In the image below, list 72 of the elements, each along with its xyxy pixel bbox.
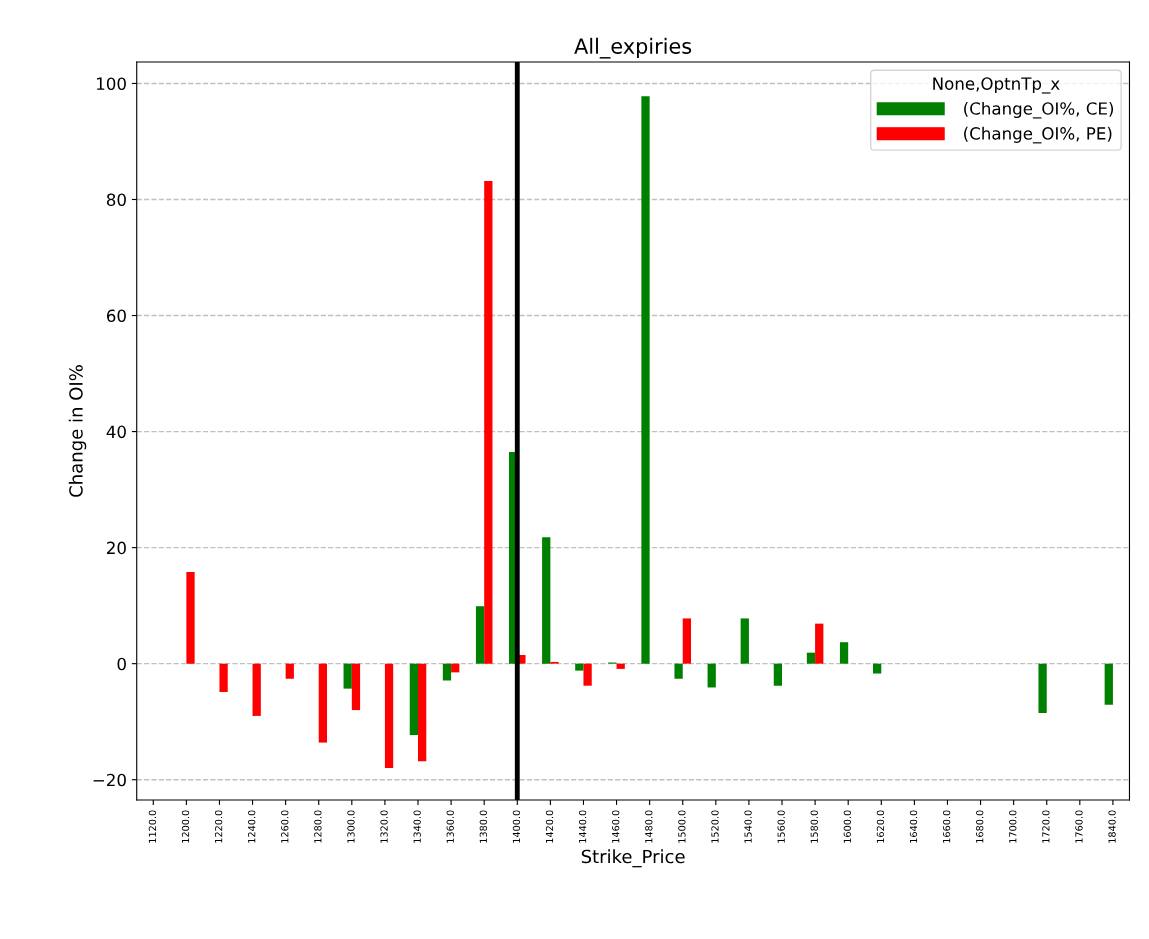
x-tick-label: 1460.0 — [612, 810, 620, 843]
bar — [475, 606, 485, 664]
x-tick-label: 1640.0 — [909, 810, 918, 843]
legend-title: None,OptnTp_x — [933, 77, 1060, 94]
x-tick-label: 1440.0 — [578, 810, 587, 843]
bar — [616, 663, 625, 669]
bar — [674, 663, 683, 679]
bar — [351, 663, 361, 711]
y-tick-label: 80 — [106, 193, 126, 207]
x-tick-label: 1680.0 — [976, 810, 984, 843]
x-tick-label: 1120.0 — [148, 810, 157, 843]
bar — [575, 663, 584, 671]
x-tick-label: 1200.0 — [181, 810, 190, 843]
bar — [343, 663, 352, 689]
x-tick-label: 1840.0 — [1108, 810, 1116, 843]
bar — [682, 618, 692, 664]
y-tick-label: 40 — [106, 425, 126, 439]
bar — [773, 663, 783, 686]
bar — [418, 663, 427, 762]
y-tick-label: 0 — [117, 657, 126, 671]
x-tick-label: 1600.0 — [843, 810, 852, 843]
x-tick-label: 1560.0 — [777, 810, 785, 843]
bar — [815, 623, 824, 664]
x-tick-label: 1260.0 — [281, 810, 289, 843]
bar — [542, 537, 551, 664]
bar — [806, 652, 816, 664]
x-tick-label: 1400.0 — [512, 810, 521, 843]
bar — [839, 642, 849, 664]
x-axis-title: Strike_Price — [581, 849, 685, 868]
bar — [1038, 663, 1047, 713]
bar — [484, 180, 493, 664]
y-tick-label: 100 — [97, 77, 126, 91]
bar — [219, 663, 228, 693]
bar — [384, 663, 394, 769]
x-tick-label: 1360.0 — [446, 810, 454, 843]
x-tick-label: 1720.0 — [1042, 810, 1050, 843]
x-tick-label: 1620.0 — [876, 810, 885, 843]
y-tick-label: 20 — [107, 541, 126, 555]
bar — [583, 663, 592, 686]
x-tick-label: 1380.0 — [479, 810, 488, 843]
x-tick-label: 1760.0 — [1075, 810, 1083, 843]
x-tick-label: 1320.0 — [380, 810, 388, 843]
x-tick-label: 1340.0 — [413, 810, 421, 843]
x-tick-label: 1700.0 — [1009, 810, 1017, 843]
bar — [707, 663, 716, 688]
legend-label: (Change_OI%, CE) — [964, 101, 1114, 119]
bar — [285, 663, 294, 679]
bar — [186, 572, 195, 664]
x-tick-label: 1540.0 — [744, 810, 752, 843]
y-tick-label: −20 — [93, 773, 126, 787]
x-tick-label: 1500.0 — [678, 810, 686, 843]
y-axis-title: Change in OI% — [68, 365, 87, 497]
x-tick-label: 1420.0 — [545, 810, 554, 843]
bar — [641, 96, 650, 664]
x-tick-label: 1580.0 — [810, 810, 818, 843]
y-tick-label: 60 — [106, 309, 126, 323]
legend-label: (Change_OI%, PE) — [964, 126, 1112, 144]
bar — [740, 618, 749, 664]
bar — [1104, 663, 1113, 705]
bar — [318, 663, 328, 743]
x-tick-label: 1240.0 — [248, 810, 256, 843]
x-tick-label: 1280.0 — [314, 810, 322, 843]
x-tick-label: 1520.0 — [711, 810, 719, 843]
x-tick-label: 1660.0 — [942, 810, 951, 843]
bar — [409, 663, 419, 736]
x-tick-label: 1300.0 — [347, 810, 355, 843]
chart-title: All_expiries — [574, 37, 692, 59]
bar — [442, 663, 452, 681]
x-tick-label: 1480.0 — [645, 810, 653, 843]
x-tick-label: 1220.0 — [214, 810, 223, 843]
bar — [873, 663, 882, 674]
bar — [252, 663, 261, 716]
